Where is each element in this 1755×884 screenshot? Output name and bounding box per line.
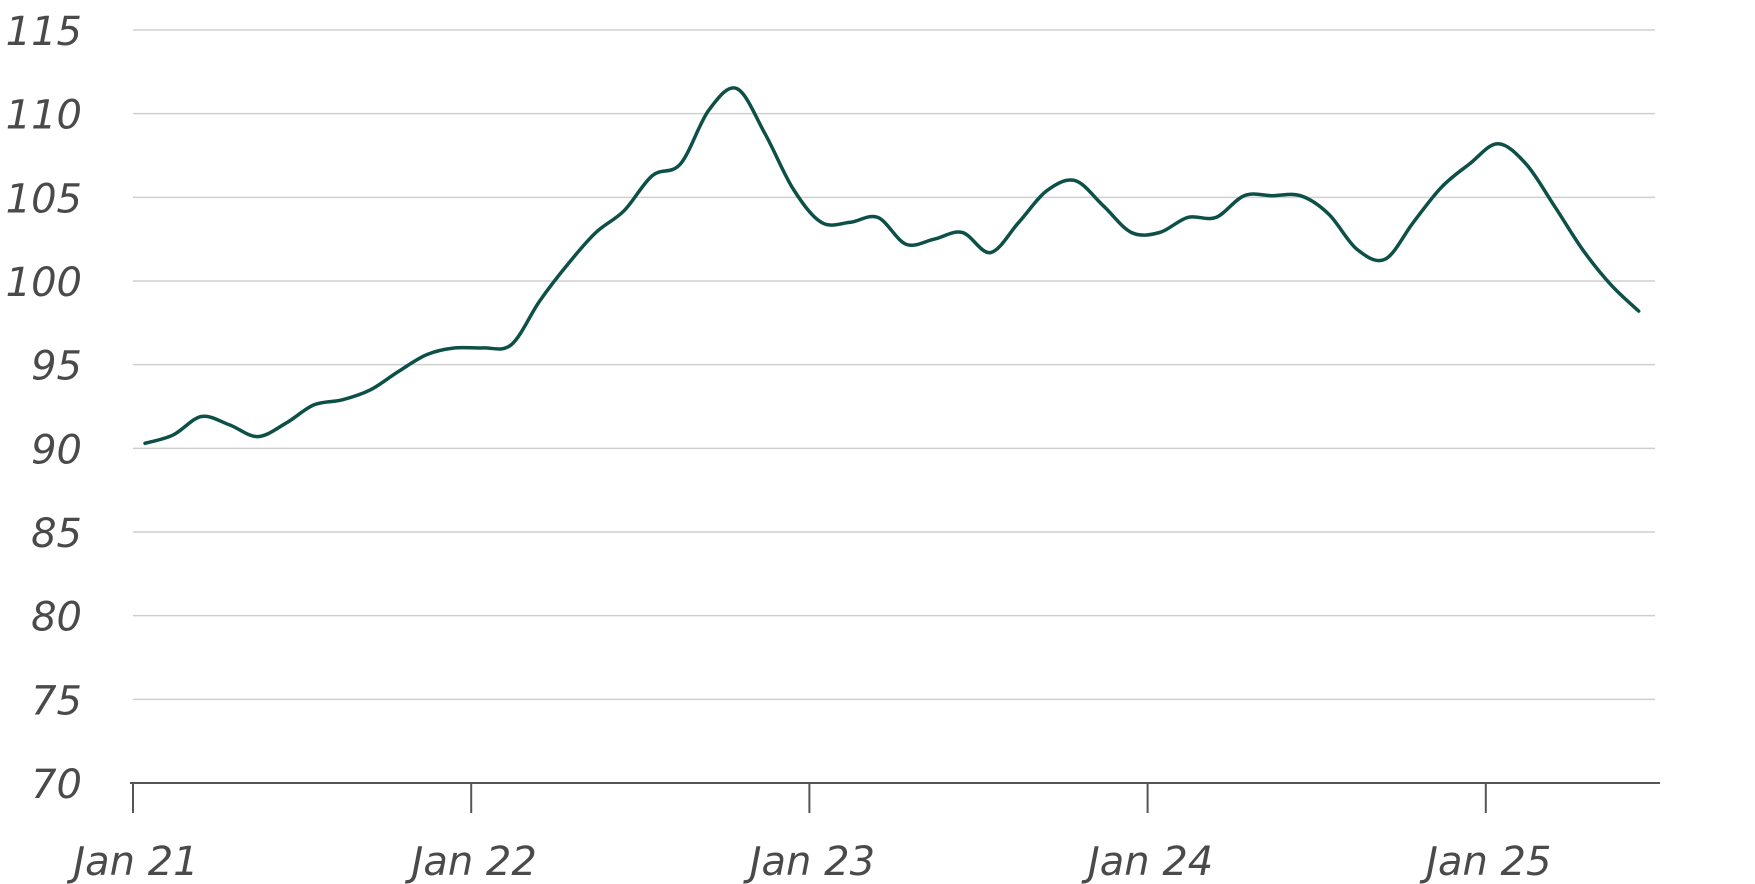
y-tick: 105 (6, 176, 82, 222)
x-tick-label: Jan 21 (66, 839, 198, 884)
y-tick: 110 (6, 93, 82, 139)
y-tick: 80 (31, 595, 82, 641)
x-tick-label: Jan 22 (405, 839, 537, 884)
y-tick-label: 85 (31, 511, 82, 557)
x-tick: Jan 21 (66, 783, 199, 884)
y-tick-label: 70 (31, 762, 82, 808)
x-tick-label: Jan 24 (1081, 839, 1213, 884)
x-tick: Jan 24 (1081, 783, 1213, 884)
series-line (143, 86, 1641, 446)
y-tick-label: 110 (6, 93, 82, 139)
y-tick-label: 105 (6, 176, 82, 222)
y-tick: 100 (6, 260, 82, 306)
x-axis: Jan 21 Jan 22 Jan 23 Jan 24 Jan 25 (66, 782, 1660, 884)
y-tick-label: 75 (31, 678, 82, 724)
x-tick-label: Jan 25 (1419, 839, 1551, 884)
y-axis: 70 75 80 85 90 95 100 105 110 115 (6, 9, 82, 808)
y-tick: 85 (31, 511, 82, 557)
y-tick-label: 100 (6, 260, 82, 306)
y-tick: 115 (6, 9, 82, 55)
gridlines (133, 29, 1655, 701)
x-tick: Jan 23 (743, 783, 875, 884)
y-tick-label: 90 (31, 427, 82, 473)
y-tick: 95 (31, 344, 82, 390)
y-tick: 75 (31, 678, 82, 724)
y-tick-label: 80 (31, 595, 82, 641)
y-tick: 90 (31, 427, 82, 473)
y-tick: 70 (31, 762, 82, 808)
x-tick-label: Jan 23 (743, 839, 875, 884)
x-tick: Jan 22 (405, 783, 537, 884)
x-tick: Jan 25 (1419, 783, 1551, 884)
y-tick-label: 115 (6, 9, 82, 55)
y-tick-label: 95 (31, 344, 82, 390)
